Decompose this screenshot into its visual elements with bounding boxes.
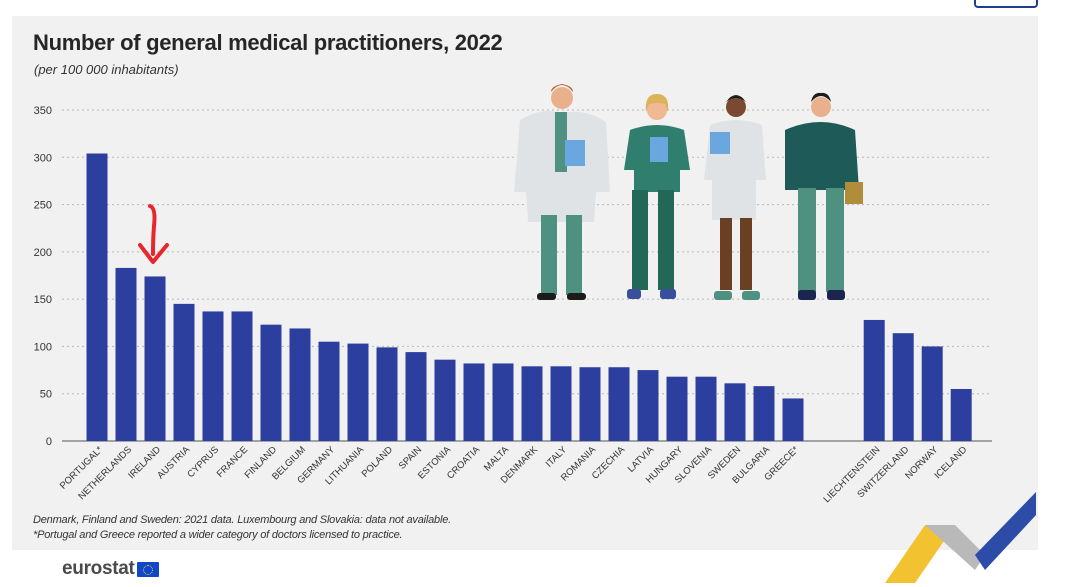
- bar: [863, 319, 885, 441]
- bar: [347, 343, 369, 441]
- chart-subtitle: (per 100 000 inhabitants): [34, 62, 179, 77]
- bar: [579, 367, 601, 441]
- bar: [86, 153, 108, 441]
- footnote-2: *Portugal and Greece reported a wider ca…: [33, 529, 403, 541]
- bar: [434, 359, 456, 441]
- bar: [405, 352, 427, 441]
- x-tick-label: ITALY: [544, 444, 570, 470]
- y-tick-label: 50: [40, 389, 52, 401]
- bar: [892, 333, 914, 441]
- eurostat-logo: eurostat: [62, 558, 159, 580]
- brand-text: eurostat: [62, 558, 135, 579]
- bar: [144, 276, 166, 441]
- bar: [289, 328, 311, 441]
- bar: [260, 324, 282, 441]
- y-tick-label: 150: [34, 294, 52, 306]
- red-arrow-icon: [138, 204, 169, 264]
- bar: [550, 366, 572, 441]
- bar: [637, 370, 659, 441]
- labels-layer: PORTUGAL*NETHERLANDSIRELANDAUSTRIACYPRUS…: [58, 444, 970, 505]
- doctor-2-icon: [624, 94, 690, 299]
- bar: [782, 398, 804, 441]
- y-tick-label: 300: [34, 152, 52, 164]
- bar: [492, 363, 514, 441]
- bar: [463, 363, 485, 441]
- bar: [318, 341, 340, 441]
- bar: [608, 367, 630, 441]
- bar: [921, 346, 943, 441]
- doctor-illustrations-icon: [514, 84, 863, 300]
- x-tick-label: POLAND: [360, 444, 396, 480]
- decorative-chevrons: [885, 492, 1036, 583]
- bar: [202, 311, 224, 441]
- chart-panel: [12, 16, 1038, 550]
- x-tick-label: SWITZERLAND: [855, 444, 911, 500]
- eu-flag-icon: [136, 561, 159, 577]
- bar: [521, 366, 543, 441]
- y-tick-label: 350: [34, 105, 52, 117]
- doctor-3-icon: [704, 95, 766, 300]
- y-tick-label: 200: [34, 247, 52, 259]
- corner-button[interactable]: [974, 0, 1038, 8]
- bar: [666, 376, 688, 441]
- bar: [115, 267, 137, 441]
- bar: [695, 376, 717, 441]
- y-tick-label: 100: [34, 341, 52, 353]
- bar: [231, 311, 253, 441]
- doctor-1-icon: [514, 84, 610, 300]
- bars-layer: [86, 153, 972, 441]
- x-tick-label: SPAIN: [397, 444, 425, 472]
- doctor-4-icon: [785, 92, 863, 300]
- x-tick-label: CYPRUS: [185, 444, 221, 480]
- footnote-1: Denmark, Finland and Sweden: 2021 data. …: [33, 514, 451, 526]
- bar: [376, 347, 398, 441]
- y-tick-label: 250: [34, 200, 52, 212]
- chart-title: Number of general medical practitioners,…: [33, 30, 503, 55]
- bar: [950, 388, 972, 441]
- bar: [724, 383, 746, 441]
- x-tick-label: AUSTRIA: [155, 444, 192, 481]
- y-tick-label: 0: [46, 436, 52, 448]
- bar: [173, 303, 195, 441]
- bar: [753, 386, 775, 441]
- x-tick-label: CROATIA: [445, 444, 483, 482]
